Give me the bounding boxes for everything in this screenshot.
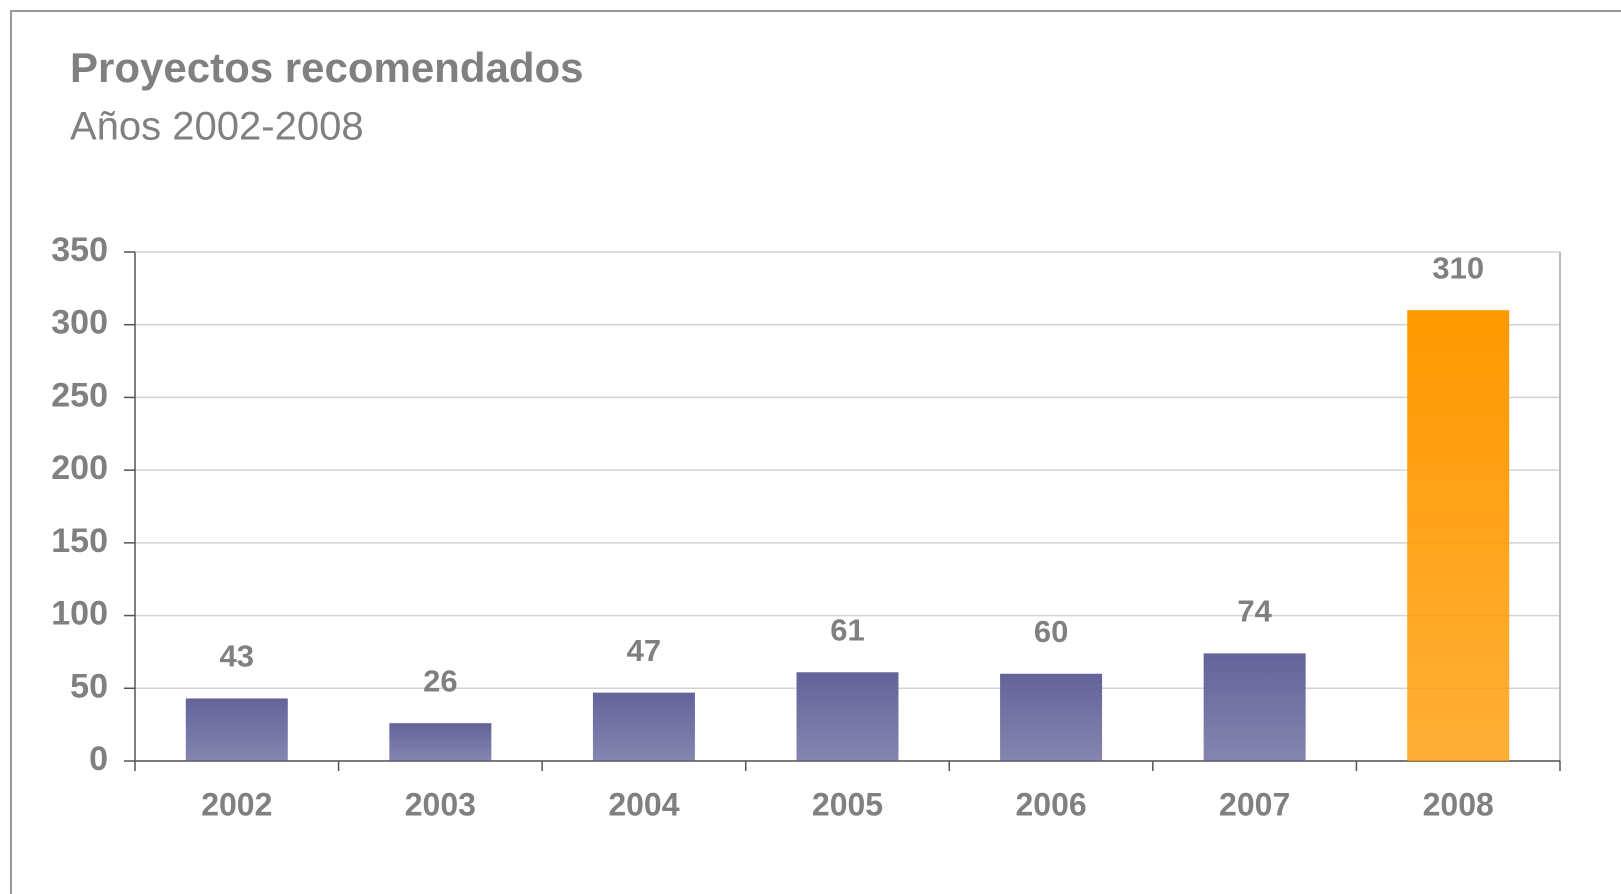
y-tick-label: 300 — [51, 304, 108, 342]
bar — [1407, 310, 1510, 761]
y-tick-label: 200 — [51, 449, 108, 487]
chart-subtitle: Años 2002-2008 — [70, 105, 364, 149]
value-label: 310 — [1432, 250, 1484, 285]
value-label: 26 — [423, 663, 457, 698]
bar — [1000, 673, 1103, 761]
chart-title: Proyectos recomendados — [70, 44, 584, 91]
x-tick-label: 2008 — [1423, 786, 1494, 822]
value-label: 60 — [1034, 614, 1068, 649]
frame — [10, 10, 1621, 894]
bar — [185, 698, 288, 761]
x-tick-label: 2002 — [201, 786, 272, 822]
y-tick-label: 350 — [51, 231, 108, 269]
x-tick-label: 2007 — [1219, 786, 1290, 822]
value-label: 47 — [627, 633, 661, 668]
bar — [796, 672, 899, 761]
x-tick-label: 2006 — [1015, 786, 1086, 822]
bar — [1203, 653, 1306, 761]
bar — [389, 723, 492, 761]
x-tick-label: 2003 — [405, 786, 476, 822]
y-tick-label: 100 — [51, 595, 108, 633]
bar — [592, 692, 695, 761]
y-tick-label: 0 — [89, 740, 108, 778]
value-label: 74 — [1237, 594, 1272, 629]
y-tick-label: 250 — [51, 376, 108, 414]
value-label: 43 — [220, 639, 254, 674]
x-tick-label: 2005 — [812, 786, 883, 822]
x-tick-label: 2004 — [608, 786, 679, 822]
y-tick-label: 50 — [70, 667, 108, 705]
value-label: 61 — [830, 612, 864, 647]
y-tick-label: 150 — [51, 522, 108, 560]
